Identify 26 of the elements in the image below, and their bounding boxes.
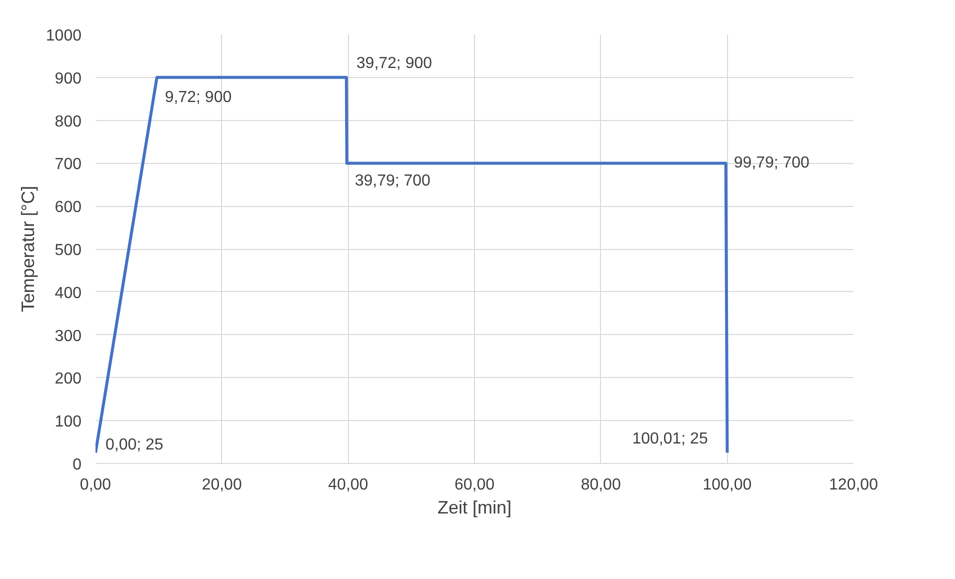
x-tick-label: 80,00: [580, 476, 621, 494]
data-label: 99,79; 700: [734, 154, 810, 172]
x-tick-label: 0,00: [80, 476, 112, 494]
y-tick-label: 500: [54, 242, 82, 259]
x-tick-label: 40,00: [328, 476, 368, 494]
y-tick-label: 600: [54, 199, 82, 216]
x-tick-label: 100,00: [702, 476, 752, 494]
x-tick-label: 20,00: [202, 476, 242, 494]
y-tick-label: 0: [72, 456, 82, 474]
y-tick-label: 400: [54, 284, 82, 302]
y-tick-label: 300: [54, 328, 82, 345]
data-label: 0,00; 25: [106, 436, 164, 454]
y-tick-label: 800: [54, 113, 82, 130]
data-label: 100,01; 25: [632, 430, 708, 448]
y-tick-label: 200: [54, 370, 82, 388]
y-tick-label: 700: [54, 156, 82, 174]
data-label: 39,79; 700: [354, 172, 431, 190]
data-label: 39,72; 900: [356, 54, 432, 72]
data-label: 9,72; 900: [164, 88, 232, 106]
x-tick-label: 60,00: [454, 476, 495, 494]
y-tick-label: 900: [54, 70, 82, 88]
y-tick-label: 1000: [46, 28, 82, 44]
y-axis-title: Temperatur [°C]: [18, 186, 38, 312]
x-axis-title: Zeit [min]: [437, 498, 512, 518]
y-tick-label: 100: [54, 414, 82, 431]
x-tick-label: 120,00: [829, 476, 878, 494]
